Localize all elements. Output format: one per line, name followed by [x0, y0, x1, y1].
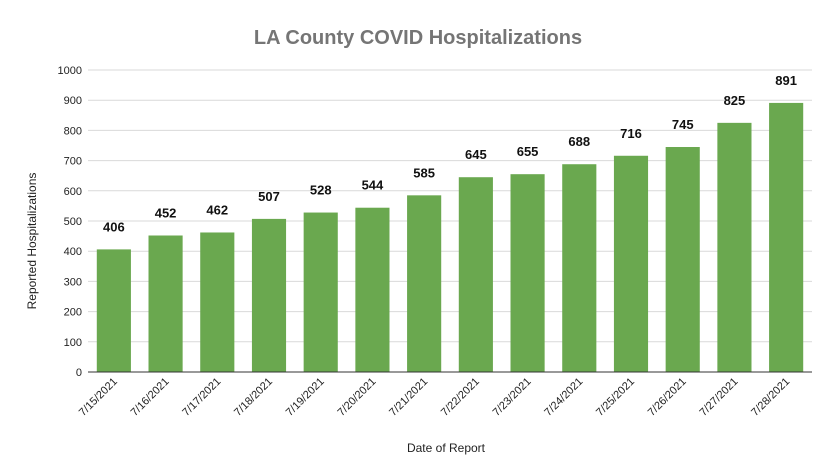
bar [355, 207, 390, 372]
y-axis-title: Reported Hospitalizations [25, 173, 39, 310]
x-tick-label: 7/22/2021 [439, 376, 482, 419]
bar [148, 235, 183, 372]
x-tick-label: 7/15/2021 [77, 376, 120, 419]
data-labels: 406 452 462 507 528 544 585 645 655 688 716 745 825 8… [103, 73, 797, 234]
data-label: 688 [568, 134, 590, 149]
bar [717, 122, 752, 372]
bar [562, 164, 597, 372]
data-label: 645 [465, 147, 487, 162]
y-axis-ticks: 0 100 200 300 400 500 600 700 800 900 1000 [58, 65, 82, 379]
y-tick-label: 0 [76, 367, 82, 379]
y-tick-label: 200 [64, 307, 82, 319]
x-axis-title: Date of Report [407, 441, 486, 455]
x-tick-label: 7/27/2021 [697, 376, 740, 419]
data-label: 544 [362, 178, 384, 193]
bar [458, 177, 493, 372]
x-tick-label: 7/24/2021 [542, 376, 585, 419]
bar [613, 155, 649, 372]
x-tick-label: 7/21/2021 [387, 376, 430, 419]
bar [251, 218, 287, 372]
data-label: 507 [258, 189, 280, 204]
data-label: 655 [517, 144, 539, 159]
y-tick-label: 500 [64, 216, 82, 228]
gridlines [88, 69, 812, 343]
y-tick-label: 700 [64, 156, 82, 168]
bar [303, 212, 338, 372]
data-label: 452 [155, 205, 177, 220]
bar [665, 147, 700, 372]
y-tick-label: 1000 [58, 65, 82, 77]
x-tick-label: 7/20/2021 [335, 376, 378, 419]
x-tick-label: 7/16/2021 [129, 376, 172, 419]
x-tick-label: 7/19/2021 [284, 376, 327, 419]
bar [769, 102, 804, 372]
y-tick-label: 400 [64, 246, 82, 258]
y-tick-label: 100 [64, 337, 82, 349]
chart-title: LA County COVID Hospitalizations [254, 27, 582, 49]
bar [510, 174, 545, 372]
x-tick-label: 7/26/2021 [646, 376, 689, 419]
y-tick-label: 900 [64, 95, 82, 107]
x-tick-label: 7/17/2021 [180, 376, 223, 419]
x-tick-label: 7/23/2021 [491, 376, 534, 419]
y-tick-label: 300 [64, 276, 82, 288]
x-tick-label: 7/28/2021 [749, 376, 792, 419]
data-label: 528 [310, 183, 332, 198]
bars [96, 102, 804, 372]
x-tick-label: 7/25/2021 [594, 376, 637, 419]
data-label: 462 [206, 202, 228, 217]
data-label: 716 [620, 126, 642, 141]
bar [96, 249, 131, 372]
x-tick-label: 7/18/2021 [232, 376, 275, 419]
x-axis-ticks: 7/15/2021 7/16/2021 7/17/2021 7/18/2021 7/19… [77, 376, 792, 419]
data-label: 825 [724, 93, 746, 108]
y-tick-label: 800 [64, 125, 82, 137]
bar [200, 232, 235, 372]
data-label: 891 [775, 73, 797, 88]
data-label: 745 [672, 117, 694, 132]
y-tick-label: 600 [64, 186, 82, 198]
data-label: 585 [413, 165, 435, 180]
bar [407, 195, 442, 372]
data-label: 406 [103, 219, 125, 234]
